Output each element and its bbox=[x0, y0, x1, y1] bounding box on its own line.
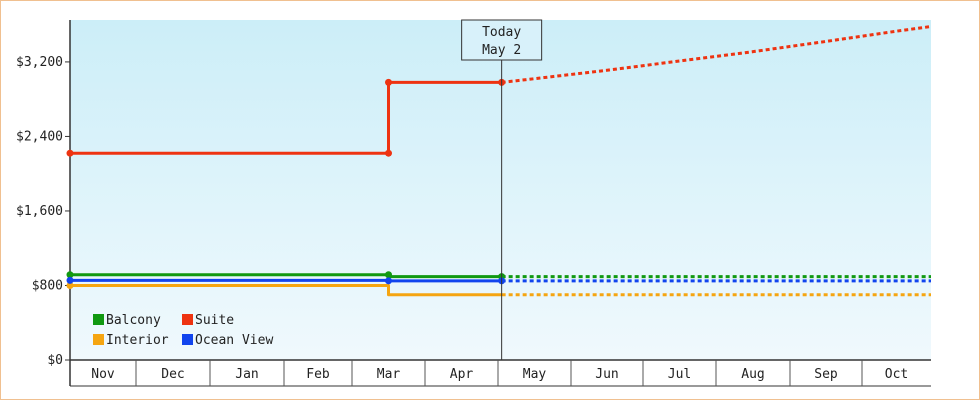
series-line-interior bbox=[70, 283, 502, 297]
data-point-suite bbox=[66, 149, 74, 157]
data-point-ocean-view bbox=[385, 277, 392, 285]
month-label: Jun bbox=[595, 367, 618, 382]
today-box bbox=[461, 19, 543, 61]
month-label: Dec bbox=[161, 367, 184, 382]
data-point-suite bbox=[385, 78, 392, 86]
y-tick-label: $0 bbox=[47, 353, 63, 368]
data-point-balcony bbox=[66, 271, 74, 279]
plot-area bbox=[70, 20, 931, 360]
legend-label: Suite bbox=[195, 313, 234, 328]
month-label: Feb bbox=[306, 367, 330, 382]
legend: Balcony Suite Interior Ocean View bbox=[93, 313, 273, 348]
month-label: Jan bbox=[235, 367, 258, 382]
y-tick-label: $3,200 bbox=[16, 55, 63, 70]
legend-label: Ocean View bbox=[195, 333, 273, 348]
month-label: Mar bbox=[377, 367, 401, 382]
data-point-balcony bbox=[385, 271, 392, 279]
month-label: Aug bbox=[741, 367, 764, 382]
y-axis-ticks: $0 $800 $1,600 $2,400 $3,200 bbox=[16, 55, 70, 368]
y-tick-label: $1,600 bbox=[16, 204, 63, 219]
month-label: Oct bbox=[885, 367, 908, 382]
x-axis-months: Nov Dec Jan Feb Mar Apr May Jun Jul Aug Sep Oct bbox=[91, 360, 908, 386]
legend-label: Interior bbox=[106, 333, 169, 348]
month-label: Nov bbox=[91, 367, 115, 382]
series-line-suite bbox=[70, 80, 502, 155]
data-point-suite bbox=[385, 149, 392, 157]
month-label: Jul bbox=[668, 367, 691, 382]
today-marker: Today May 2 bbox=[461, 19, 543, 360]
legend-label: Balcony bbox=[106, 313, 161, 328]
legend-swatch bbox=[182, 314, 193, 325]
month-label: Sep bbox=[814, 367, 838, 382]
month-label: Apr bbox=[450, 367, 474, 382]
data-point-ocean-view bbox=[66, 276, 74, 284]
month-label: May bbox=[523, 367, 547, 382]
today-label: Today bbox=[482, 25, 521, 40]
data-point-interior bbox=[66, 281, 74, 289]
legend-swatch bbox=[182, 334, 193, 345]
legend-swatch bbox=[93, 314, 104, 325]
axes bbox=[69, 20, 931, 387]
y-tick-label: $800 bbox=[32, 278, 63, 293]
today-date: May 2 bbox=[482, 43, 521, 58]
forecast-line-suite bbox=[501, 25, 932, 84]
y-tick-label: $2,400 bbox=[16, 129, 63, 144]
legend-swatch bbox=[93, 334, 104, 345]
